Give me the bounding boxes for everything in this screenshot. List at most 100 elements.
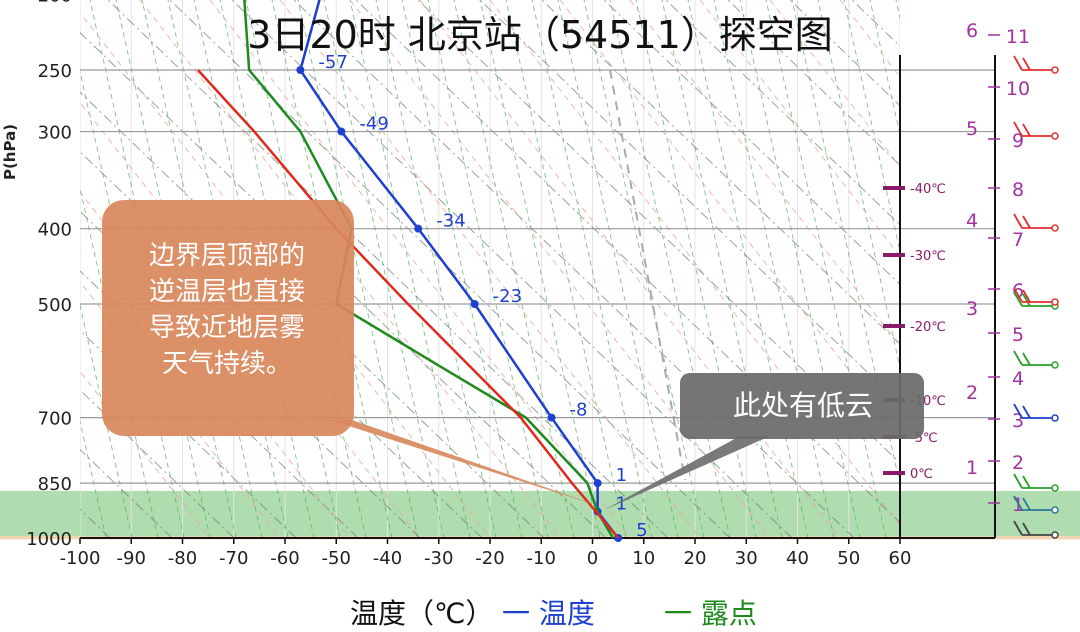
- mixing-ratio-line: [1050, 0, 1080, 538]
- km-scale-right-label: 5: [1012, 324, 1024, 346]
- skewed-isotherm: [271, 0, 393, 538]
- temperature-data-label: 1: [616, 494, 627, 515]
- wind-barb-flag: [1022, 215, 1031, 229]
- y-tick-label: 300: [38, 123, 72, 144]
- km-scale-right-label: 6: [1012, 280, 1024, 302]
- series-line: [196, 69, 620, 538]
- dry-adiabat: [80, 329, 297, 538]
- mixing-ratio-line: [559, 0, 900, 437]
- dry-adiabat: [603, 0, 900, 286]
- series-露点: [243, 0, 615, 538]
- x-tick-label: -70: [219, 548, 248, 569]
- skewed-isotherm: [427, 0, 549, 538]
- temperature-data-label: 1: [616, 465, 627, 486]
- skewed-isotherm: [89, 0, 211, 538]
- y-tick-label: 400: [38, 220, 72, 241]
- km-scale-left-label: 6: [966, 20, 978, 42]
- temperature-point: [296, 66, 305, 74]
- mixing-ratio-line: [349, 0, 771, 538]
- skewed-isotherm: [505, 0, 627, 538]
- skewed-isotherm: [661, 0, 783, 538]
- skewed-isotherm: [219, 0, 341, 538]
- temperature-data-label: -23: [493, 286, 522, 307]
- wind-barb-flag: [1013, 473, 1023, 489]
- x-axis-label: 温度（℃）: [350, 597, 494, 630]
- wind-barb-station: [1051, 531, 1059, 539]
- x-tick-label: -80: [168, 548, 197, 569]
- skewed-isotherm: [193, 0, 315, 538]
- temperature-data-label: 5: [636, 520, 647, 541]
- inversion-callout-line-2: 逆温层也直接: [148, 277, 305, 307]
- skewed-isotherm: [583, 0, 705, 538]
- km-scale-left-label: 5: [966, 118, 978, 140]
- skewed-isotherm: [479, 0, 601, 538]
- km-scale-left-label: 4: [966, 210, 978, 232]
- temperature-point: [593, 479, 602, 488]
- skewed-isotherm: [635, 0, 757, 538]
- wind-barb-flag: [1022, 522, 1031, 536]
- skewed-isotherm: [843, 0, 900, 254]
- wind-barb-flag: [1022, 405, 1031, 419]
- dry-adiabat: [80, 389, 235, 538]
- x-tick-label: 20: [684, 548, 707, 569]
- skewed-isotherm: [80, 302, 133, 538]
- dry-adiabat: [231, 0, 793, 538]
- wind-barb-station: [1051, 298, 1059, 306]
- temperature-data-label: -34: [436, 211, 465, 232]
- skewed-isotherm: [375, 0, 497, 538]
- x-tick-label: 60: [889, 548, 912, 569]
- x-tick-label: -40: [373, 548, 402, 569]
- x-tick-label: -50: [322, 548, 351, 569]
- x-tick-label: -10: [527, 548, 556, 569]
- dry-adiabat: [727, 0, 900, 166]
- wind-barb-station: [1051, 484, 1059, 492]
- wind-barb-station: [1051, 361, 1059, 369]
- x-tick-label: 40: [786, 548, 809, 569]
- skewed-isotherm: [791, 0, 900, 487]
- inversion-callout-pointer: [330, 420, 605, 508]
- temperature-point: [547, 413, 556, 422]
- inversion-callout-line-4: 天气持续。: [161, 349, 292, 379]
- skewed-isotherm: [765, 0, 887, 538]
- temperature-data-label: -8: [570, 400, 588, 421]
- y-tick-label: 700: [38, 409, 72, 430]
- wind-barb-flag: [1013, 55, 1023, 71]
- skewed-isotherm: [817, 0, 900, 370]
- reference-dashed-line: [609, 69, 686, 481]
- dry-adiabat: [417, 0, 900, 464]
- dry-adiabat: [479, 0, 900, 405]
- y-tick-label: 1000: [26, 529, 72, 550]
- temperature-data-label: -49: [359, 114, 388, 135]
- km-scale-right-label: 3: [1012, 410, 1024, 432]
- temperature-point: [337, 127, 346, 136]
- wind-barb-flag: [1022, 352, 1031, 366]
- skewed-isotherm: [297, 0, 419, 538]
- mixing-ratio-line: [419, 0, 841, 538]
- inversion-callout-line-1: 边界层顶部的: [148, 241, 305, 271]
- wind-barb-station: [1051, 224, 1059, 232]
- temperature-point: [414, 224, 423, 233]
- temperature-point: [470, 300, 479, 308]
- km-scale-left-label: 3: [966, 298, 978, 320]
- wind-barb-station: [1051, 506, 1059, 514]
- skewed-isotherm: [713, 0, 835, 538]
- skewed-isotherm: [0, 0, 2, 538]
- mixing-ratio-line: [769, 0, 900, 168]
- x-tick-label: 0: [587, 548, 598, 569]
- y-tick-label: 500: [38, 295, 72, 316]
- wind-barb-flag: [1022, 293, 1031, 307]
- x-tick-label: 30: [735, 548, 758, 569]
- dry-adiabat: [541, 0, 900, 345]
- y-axis-label: P(hPa): [1, 123, 20, 181]
- skewed-isotherm: [80, 69, 185, 538]
- temperature-data-label: -57: [318, 52, 347, 73]
- x-tick-label: -100: [60, 548, 101, 569]
- x-tick-label: 10: [632, 548, 655, 569]
- wind-barb-flag: [1022, 497, 1031, 511]
- wind-barb-flag: [1013, 495, 1023, 511]
- inversion-callout-line-3: 导致近地层雾: [148, 313, 305, 343]
- low-cloud-callout-pointer: [604, 436, 770, 510]
- dry-adiabat: [293, 0, 855, 538]
- legend-temperature: 一 温度: [502, 597, 595, 630]
- mixing-ratio-line: [209, 0, 631, 538]
